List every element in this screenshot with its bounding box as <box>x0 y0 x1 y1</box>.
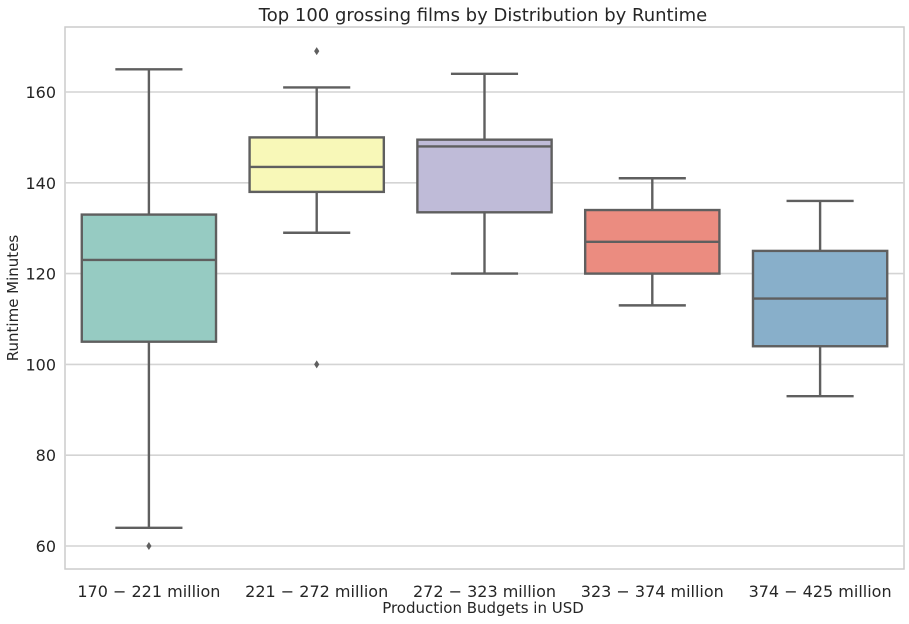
outlier-point <box>146 542 152 550</box>
chart-title: Top 100 grossing films by Distribution b… <box>258 5 707 26</box>
x-tick-label-1: 170 − 221 million <box>77 582 220 601</box>
x-tick-label-3: 272 − 323 million <box>413 582 556 601</box>
box-5 <box>751 199 889 398</box>
box-3 <box>416 72 553 275</box>
iqr-box <box>80 213 218 343</box>
iqr-box <box>248 136 386 194</box>
y-tick-label-160: 160 <box>25 83 56 102</box>
x-tick-label-2: 221 − 272 million <box>245 582 388 601</box>
x-tick-label-4: 323 − 374 million <box>581 582 724 601</box>
x-axis-label: Production Budgets in USD <box>382 599 584 617</box>
y-axis-label: Runtime Minutes <box>4 235 22 362</box>
y-tick-labels: 60 80 100 120 140 160 <box>25 83 56 556</box>
outlier-point <box>314 360 320 369</box>
box-1 <box>80 68 218 550</box>
y-tick-label-140: 140 <box>25 174 56 193</box>
y-tick-label-100: 100 <box>25 355 56 374</box>
y-tick-label-120: 120 <box>25 265 56 284</box>
x-tick-labels: 170 − 221 million 221 − 272 million 272 − … <box>77 582 891 601</box>
outlier-point <box>314 47 320 56</box>
iqr-box <box>416 138 553 214</box>
boxes <box>80 47 889 550</box>
x-tick-label-5: 374 − 425 million <box>749 582 892 601</box>
box-4 <box>583 177 721 307</box>
box-2 <box>248 47 386 369</box>
y-tick-label-80: 80 <box>36 446 56 465</box>
y-tick-label-60: 60 <box>36 537 56 556</box>
